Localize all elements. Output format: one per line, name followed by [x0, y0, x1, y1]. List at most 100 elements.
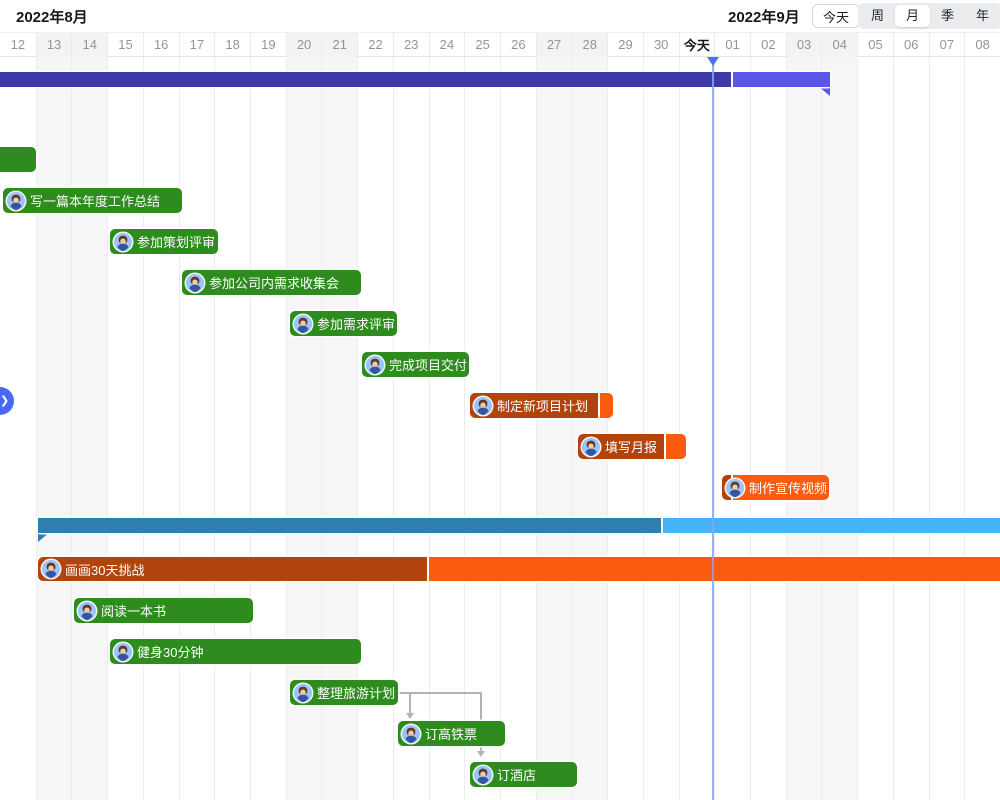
- axis-day-08: 08: [964, 32, 1000, 57]
- bar-segment-orange: [664, 434, 686, 459]
- assignee-avatar-icon: [366, 355, 384, 374]
- task-requirements-review[interactable]: 参加需求评审: [290, 311, 397, 336]
- task-promo-video[interactable]: 制作宣传视频: [722, 475, 829, 500]
- assignee-avatar-icon: [42, 560, 60, 578]
- task-project-delivery[interactable]: 完成项目交付: [362, 352, 469, 377]
- grid-line: [107, 57, 108, 800]
- task-label: 整理旅游计划: [317, 686, 396, 701]
- assignee-avatar-icon: [186, 273, 204, 292]
- expand-sidebar-button[interactable]: ❯: [0, 387, 14, 415]
- axis-day-13: 13: [35, 32, 72, 57]
- grid-line: [321, 57, 322, 800]
- bar-segment-blueLight: [661, 518, 1000, 533]
- bar-segment-green: [74, 598, 253, 623]
- axis-day-17: 17: [178, 32, 215, 57]
- bar-content: 整理旅游计划: [290, 680, 398, 705]
- grid-line: [607, 57, 608, 800]
- grid-line: [143, 57, 144, 800]
- task-drawing-challenge[interactable]: 画画30天挑战: [38, 557, 1000, 581]
- axis-day-19: 19: [250, 32, 286, 57]
- task-label: 参加公司内需求收集会: [209, 276, 340, 291]
- task-annual-summary[interactable]: 写一篇本年度工作总结: [3, 188, 182, 213]
- bar-segment-orange: [731, 475, 829, 500]
- task-clipped-left[interactable]: [0, 147, 36, 172]
- bar-content: 画画30天挑战: [38, 557, 1000, 581]
- axis-day-25: 25: [464, 32, 500, 57]
- bar-segment-blueDark: [38, 518, 661, 533]
- axis-day-14: 14: [71, 32, 108, 57]
- assignee-avatar-icon: [114, 232, 132, 251]
- grid-line: [643, 57, 644, 800]
- axis-day-29: 29: [607, 32, 643, 57]
- task-label: 写一篇本年度工作总结: [30, 194, 161, 209]
- weekend-shade: [535, 57, 572, 800]
- grid-line: [250, 57, 251, 800]
- weekend-shade: [35, 57, 72, 800]
- axis-day-05: 05: [857, 32, 893, 57]
- bar-content: 订高铁票: [398, 721, 505, 746]
- task-hotel[interactable]: 订酒店: [470, 762, 577, 787]
- dependency-arrow-icon: [406, 713, 414, 719]
- task-train-ticket[interactable]: 订高铁票: [398, 721, 505, 746]
- today-line: [712, 57, 714, 800]
- task-label: 参加策划评审: [137, 235, 216, 250]
- grid-line: [536, 57, 537, 800]
- summary-end-tooth-icon: [38, 532, 50, 542]
- assignee-avatar-icon: [78, 601, 96, 620]
- grid-line: [357, 57, 358, 800]
- axis-day-16: 16: [142, 32, 179, 57]
- task-requirements-meeting[interactable]: 参加公司内需求收集会: [182, 270, 361, 295]
- weekend-shade: [571, 57, 608, 800]
- summary-bar-bottom[interactable]: [38, 518, 1000, 533]
- axis-day-12: 12: [10, 37, 26, 52]
- task-travel-plan[interactable]: 整理旅游计划: [290, 680, 398, 705]
- task-label: 完成项目交付: [389, 358, 468, 373]
- axis-day-30: 30: [642, 32, 679, 57]
- grid-line: [286, 57, 287, 800]
- date-axis: 12 13 14 15 16 17 18 19 20 21 22 23 24 25 26 27 28 29 30 今天…: [0, 32, 1000, 57]
- task-label: 订高铁票: [425, 727, 478, 742]
- grid-line: [750, 57, 751, 800]
- task-label: 阅读一本书: [101, 604, 167, 619]
- month-label-left: 2022年8月: [16, 9, 88, 26]
- assignee-avatar-icon: [294, 314, 312, 333]
- today-button[interactable]: 今天: [812, 4, 861, 28]
- bar-segment-green: [182, 270, 361, 295]
- assignee-avatar-icon: [114, 642, 132, 661]
- axis-day-04: 04: [821, 32, 858, 57]
- task-exercise[interactable]: 健身30分钟: [110, 639, 361, 664]
- axis-day-06: 06: [892, 32, 929, 57]
- bar-content: 完成项目交付: [362, 352, 469, 377]
- bar-content: 制作宣传视频: [722, 475, 829, 500]
- assignee-avatar-icon: [582, 437, 600, 456]
- axis-day-21: 21: [321, 32, 358, 57]
- bar-content: 阅读一本书: [74, 598, 253, 623]
- dependency-line: [409, 692, 411, 714]
- bar-content: 写一篇本年度工作总结: [3, 188, 182, 213]
- task-monthly-report[interactable]: 填写月报: [578, 434, 686, 459]
- grid-line: [429, 57, 430, 800]
- axis-day-23: 23: [392, 32, 429, 57]
- task-label: 健身30分钟: [137, 645, 204, 660]
- grid-line: [571, 57, 572, 800]
- summary-bar-top[interactable]: [0, 72, 830, 87]
- view-year[interactable]: 年: [976, 8, 990, 23]
- bar-content: 订酒店: [470, 762, 577, 787]
- bar-segment-green: [0, 147, 36, 172]
- task-new-project-plan[interactable]: 制定新项目计划: [470, 393, 613, 418]
- task-read-book[interactable]: 阅读一本书: [74, 598, 253, 623]
- assignee-avatar-icon: [7, 191, 25, 210]
- bar-segment-purpleDark: [0, 72, 731, 87]
- axis-day-22: 22: [357, 32, 393, 57]
- view-quarter[interactable]: 季: [941, 8, 955, 23]
- grid-line: [214, 57, 215, 800]
- axis-day-27: 27: [535, 32, 572, 57]
- axis-day-26: 26: [500, 32, 536, 57]
- view-week[interactable]: 周: [871, 8, 885, 23]
- view-month[interactable]: 月: [895, 5, 931, 27]
- task-label: 订酒店: [497, 768, 537, 783]
- weekend-shade: [321, 57, 358, 800]
- task-planning-review[interactable]: 参加策划评审: [110, 229, 218, 254]
- task-label: 制定新项目计划: [497, 399, 589, 414]
